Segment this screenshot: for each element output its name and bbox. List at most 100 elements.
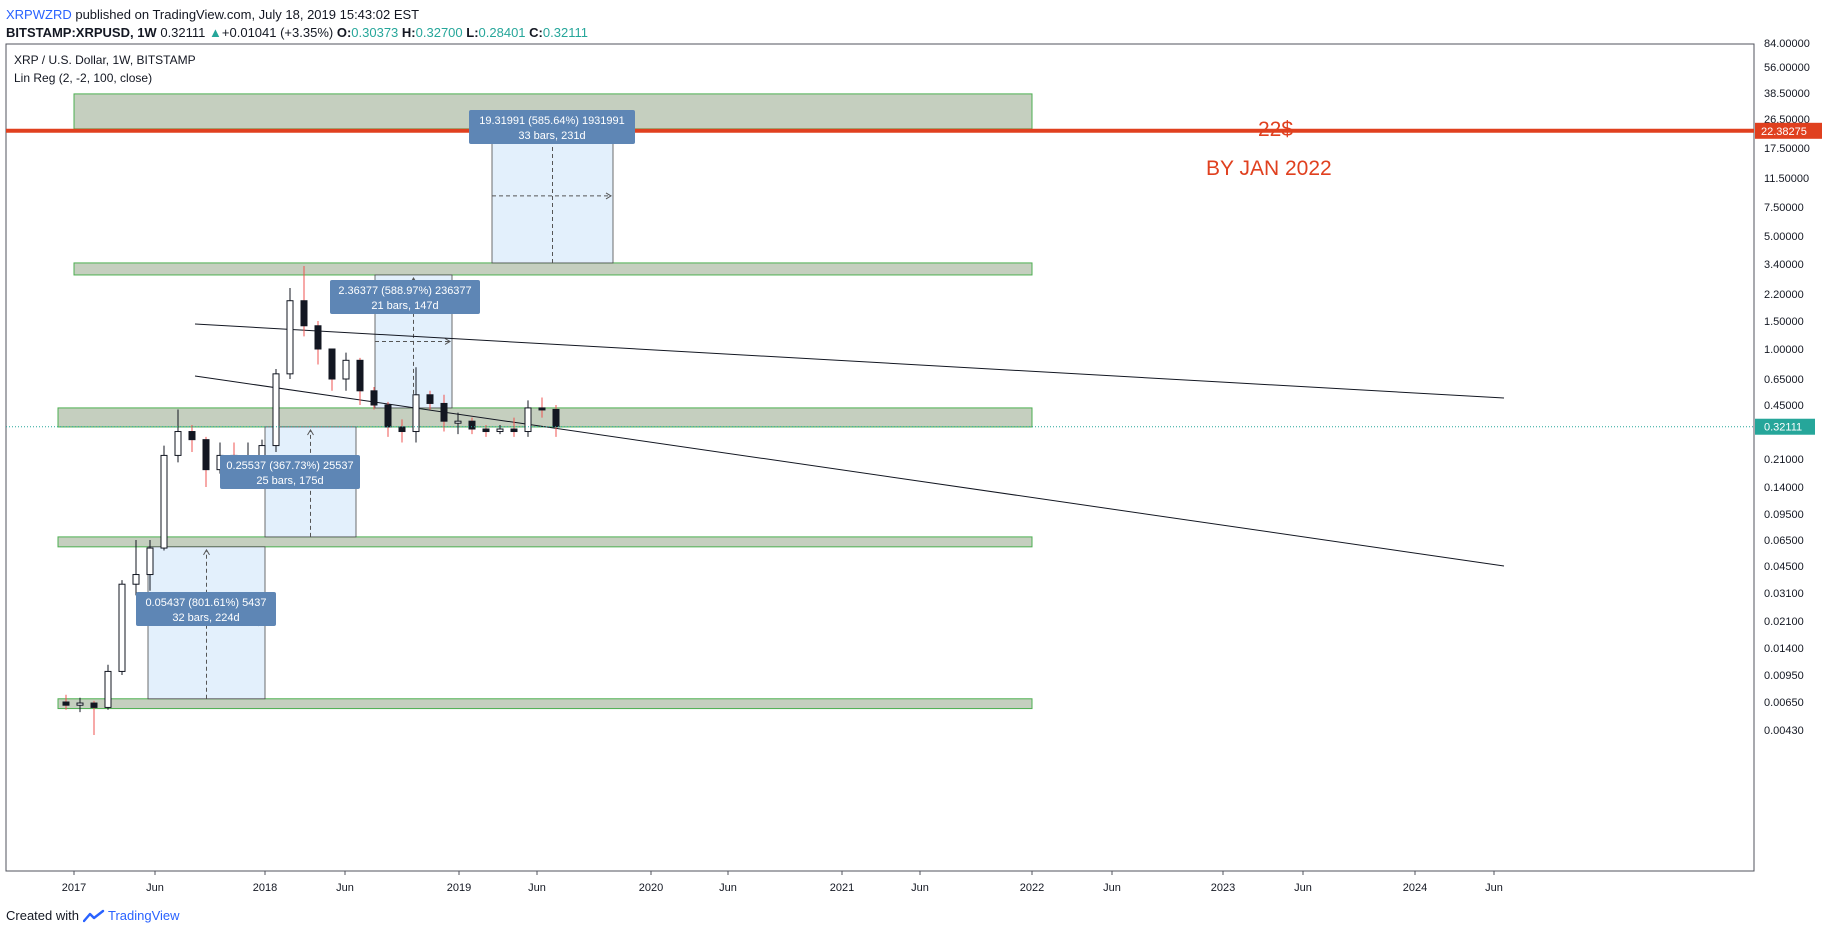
measure-label-line2: 33 bars, 231d [518, 130, 585, 142]
candle-body-24 [398, 426, 406, 433]
candle-body-15 [272, 373, 280, 447]
open-label: O: [336, 25, 352, 40]
x-tick-label: 2018 [253, 882, 277, 894]
measure-arrow-right-2 [444, 338, 451, 345]
y-tick-label: 56.00000 [1764, 62, 1810, 74]
measure-label-box-3 [469, 110, 635, 144]
measure-arrow-up-0 [203, 548, 210, 556]
candle-body-9 [188, 431, 196, 441]
candle-body-21 [356, 359, 364, 392]
current-price-tag [1755, 418, 1815, 435]
y-tick-label: 1.00000 [1764, 344, 1804, 356]
zone-2 [57, 407, 1033, 428]
candles-layer [62, 266, 560, 735]
y-tick-label: 0.21000 [1764, 454, 1804, 466]
measure-label-box-2 [330, 280, 480, 314]
candle-body-31 [496, 428, 504, 433]
candle-body-10 [202, 439, 210, 471]
y-tick-label: 0.45000 [1764, 400, 1804, 412]
open-value: 0.30373 [351, 25, 399, 40]
price-axis[interactable]: 56.0000038.5000026.5000017.5000011.50000… [1755, 38, 1822, 737]
candle-body-28 [454, 420, 462, 424]
low-value: 0.28401 [478, 25, 526, 40]
publish-info: published on TradingView.com, July 18, 2… [75, 7, 420, 22]
candle-body-19 [328, 348, 336, 380]
zone-1 [73, 262, 1033, 276]
candle-body-17 [300, 300, 308, 327]
date-annotation: BY JAN 2022 [1206, 157, 1332, 180]
measure-label-line2: 25 bars, 175d [256, 475, 323, 487]
footer: Created with TradingView [6, 908, 180, 923]
candle-body-27 [440, 402, 448, 422]
zone-3 [57, 536, 1033, 548]
low-label: L: [466, 25, 479, 40]
candle-body-33 [524, 407, 532, 433]
created-with: Created with [6, 908, 79, 923]
close-label: C: [529, 25, 543, 40]
measure-label-line1: 0.05437 (801.61%) 5437 [145, 597, 266, 609]
y-tick-label: 0.01400 [1764, 643, 1804, 655]
y-tick-label: 0.02100 [1764, 616, 1804, 628]
y-tick-label: 0.06500 [1764, 535, 1804, 547]
current-price-tag-label: 0.32111 [1764, 422, 1802, 434]
measure-label-box-0 [136, 592, 276, 626]
legend-indicator: Lin Reg (2, -2, 100, close) [14, 71, 152, 85]
target-price-tag [1755, 122, 1822, 139]
x-tick-label: Jun [1485, 882, 1503, 894]
measure-arrow-right-3 [605, 192, 612, 200]
y-tick-label: 5.00000 [1764, 231, 1804, 243]
measure-label-line2: 32 bars, 224d [172, 612, 239, 624]
high-label: H: [401, 25, 416, 40]
last-price: 0.32111 [160, 25, 206, 40]
candle-body-1 [76, 702, 84, 706]
candle-body-16 [286, 300, 294, 375]
x-tick-label: 2020 [639, 882, 663, 894]
author-link[interactable]: XRPWZRD [6, 7, 72, 22]
candle-body-5 [132, 574, 140, 585]
target-layer [6, 128, 1754, 428]
candle-body-2 [90, 702, 98, 708]
time-axis[interactable]: 2017 Jun 2018 Jun 2019 Jun 2020 Jun 2021 Jun 2022 J… [62, 871, 1503, 894]
measure-label-box-1 [220, 455, 360, 489]
x-tick-label: Jun [528, 882, 546, 894]
measure-label-line2: 21 bars, 147d [371, 300, 438, 312]
y-tick-label: 3.40000 [1764, 259, 1804, 271]
y-tick-label: 0.09500 [1764, 509, 1804, 521]
y-tick-label: 0.00950 [1764, 670, 1804, 682]
y-tick-label: 2.20000 [1764, 289, 1804, 301]
candle-body-6 [146, 547, 154, 576]
candle-body-35 [552, 408, 560, 428]
x-tick-label: 2024 [1403, 882, 1427, 894]
high-value: 0.32700 [415, 25, 463, 40]
symbol[interactable]: BITSTAMP:XRPUSD, 1W [6, 25, 157, 40]
y-tick-label: 7.50000 [1764, 202, 1804, 214]
tradingview-link[interactable]: TradingView [82, 908, 180, 923]
candle-body-4 [118, 583, 126, 672]
y-tick-label: 11.50000 [1764, 173, 1809, 185]
candle-body-3 [104, 670, 112, 708]
y-tick-label: 0.14000 [1764, 482, 1804, 494]
x-tick-label: 2021 [830, 882, 854, 894]
candle-body-23 [384, 404, 392, 428]
y-tick-label: 0.03100 [1764, 588, 1804, 600]
x-tick-label: 2022 [1020, 882, 1044, 894]
tradingview-logo-icon [82, 909, 105, 922]
x-tick-label: Jun [336, 882, 354, 894]
x-tick-label: Jun [719, 882, 737, 894]
candle-body-29 [468, 420, 476, 430]
candle-body-25 [412, 394, 420, 433]
x-tick-label: 2023 [1211, 882, 1235, 894]
candle-body-18 [314, 325, 322, 350]
candle-body-32 [510, 428, 518, 433]
measure-labels-layer: 0.05437 (801.61%) 5437 32 bars, 224d 0.255… [136, 110, 635, 626]
y-tick-label: 1.50000 [1764, 316, 1804, 328]
x-tick-label: Jun [1103, 882, 1121, 894]
x-tick-label: Jun [911, 882, 929, 894]
measure-label-line1: 2.36377 (588.97%) 236377 [338, 285, 471, 297]
target-annotation: 22$ [1258, 118, 1293, 141]
target-price-tag-label: 22.38275 [1761, 126, 1807, 138]
price-change: +0.01041 (+3.35%) [221, 25, 334, 40]
y-tick-label: 17.50000 [1764, 143, 1810, 155]
candle-body-7 [160, 454, 168, 549]
